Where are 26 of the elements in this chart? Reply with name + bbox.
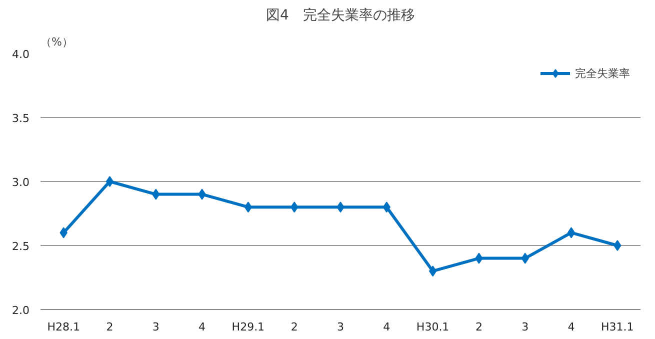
x-tick-label: 3	[522, 320, 529, 334]
x-tick-label: 2	[475, 320, 482, 334]
x-tick-label: H30.1	[416, 320, 450, 334]
point	[567, 227, 576, 238]
x-tick-label: 2	[290, 320, 298, 334]
y-tick-label: 4.0	[12, 48, 30, 61]
x-tick-label: H31.1	[601, 320, 634, 334]
x-tick-label: 2	[106, 320, 114, 334]
y-tick-label: 3.5	[12, 112, 30, 125]
x-tick-label: 3	[152, 320, 160, 334]
y-axis-title: （%）	[40, 36, 73, 48]
x-tick-label: 3	[337, 320, 344, 334]
y-tick-label: 2.0	[12, 304, 30, 317]
chart-title: 図4 完全失業率の推移	[266, 8, 415, 24]
x-tick-label: 4	[198, 320, 206, 334]
y-tick-label: 3.0	[12, 176, 30, 189]
x-tick-label: 4	[568, 320, 575, 334]
x-tick-label: 4	[383, 320, 390, 334]
point	[614, 240, 622, 251]
y-tick-label: 2.5	[12, 240, 30, 253]
point	[428, 266, 437, 277]
point	[244, 202, 252, 213]
point	[106, 176, 114, 187]
x-tick-label: H29.1	[232, 320, 265, 334]
x-tick-label: H28.1	[47, 320, 80, 334]
legend-label: 完全失業率	[575, 66, 630, 80]
